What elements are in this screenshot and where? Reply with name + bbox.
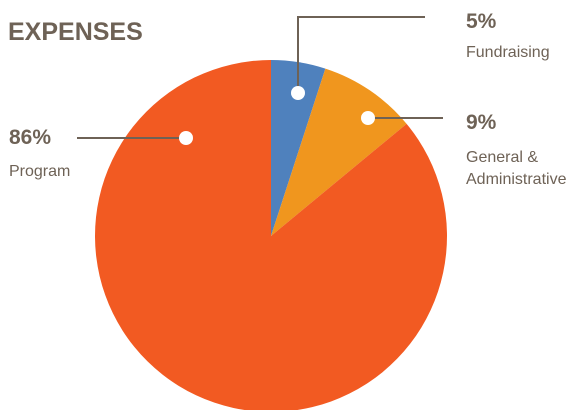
percent-label-fundraising: 5%: [466, 10, 497, 33]
callout-general-administrative: 9% General & Administrative: [361, 111, 567, 188]
category-label-program: Program: [9, 163, 70, 180]
category-label-fundraising: Fundraising: [466, 44, 550, 61]
chart-title: EXPENSES: [8, 18, 143, 46]
callout-program: 86% Program: [9, 126, 193, 180]
category-label-general-administrative-line-2: Administrative: [466, 171, 567, 188]
pie-slice-fundraising: [271, 60, 326, 236]
marker-dot-fundraising: [291, 86, 305, 100]
percent-label-general-administrative: 9%: [466, 111, 497, 134]
slice-callouts: 5% Fundraising 9% General & Administrative 86…: [9, 10, 567, 188]
callout-fundraising: 5% Fundraising: [291, 10, 550, 100]
percent-label-program: 86%: [9, 126, 51, 149]
marker-dot-general-administrative: [361, 111, 375, 125]
pie-slices: [95, 60, 447, 410]
pie-slice-program: [95, 60, 447, 410]
category-label-general-administrative-line-1: General &: [466, 149, 538, 166]
leader-line-fundraising: [297, 16, 425, 93]
pie-slice-general-administrative: [271, 68, 407, 237]
marker-dot-program: [179, 131, 193, 145]
